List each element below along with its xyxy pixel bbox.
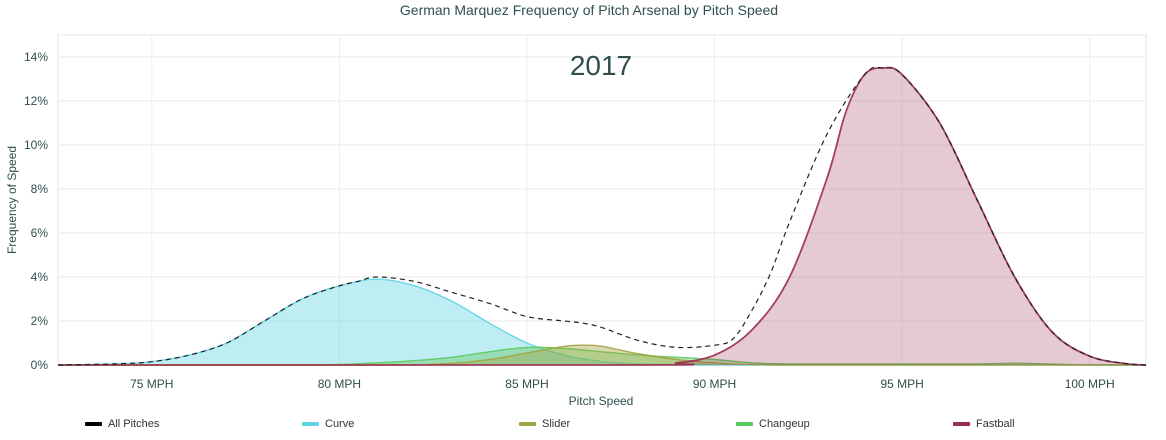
y-tick-label: 6% (31, 226, 49, 240)
legend-label: Changeup (759, 418, 810, 430)
area-curve (58, 279, 1146, 365)
chart-svg: 0% 2% 4% 6% 8% 10% 12% 14% 75 MPH 80 MPH 85 MPH 90 … (5, 2, 1147, 408)
legend-item-slider[interactable]: Slider (519, 418, 570, 430)
legend: All Pitches Curve Slider Changeup Fastball (0, 418, 1166, 438)
legend-label: All Pitches (108, 418, 160, 430)
x-tick-label: 75 MPH (130, 377, 173, 391)
x-tick-label: 85 MPH (505, 377, 548, 391)
x-tick-label: 80 MPH (318, 377, 361, 391)
legend-item-all-pitches[interactable]: All Pitches (85, 418, 159, 430)
legend-label: Curve (325, 418, 355, 430)
x-tick-label: 100 MPH (1065, 377, 1115, 391)
legend-item-curve[interactable]: Curve (302, 418, 354, 430)
year-annotation: 2017 (570, 50, 632, 81)
area-fastball (58, 67, 1146, 366)
x-tick-label: 90 MPH (693, 377, 736, 391)
legend-swatch (736, 422, 753, 426)
legend-swatch (85, 422, 102, 426)
legend-swatch (953, 422, 970, 426)
y-tick-label: 14% (24, 50, 48, 64)
area-changeup (58, 347, 1146, 365)
y-tick-label: 4% (31, 270, 49, 284)
chart-title: German Marquez Frequency of Pitch Arsena… (400, 2, 778, 18)
line-changeup (58, 346, 1146, 366)
legend-item-changeup[interactable]: Changeup (736, 418, 810, 430)
x-axis-label: Pitch Speed (569, 394, 634, 408)
y-tick-label: 8% (31, 182, 49, 196)
y-axis-label: Frequency of Speed (5, 146, 19, 254)
x-tick-label: 95 MPH (880, 377, 923, 391)
legend-item-fastball[interactable]: Fastball (953, 418, 1015, 430)
legend-label: Fastball (976, 418, 1015, 430)
legend-label: Slider (542, 418, 571, 430)
area-slider (58, 345, 1146, 365)
y-tick-label: 12% (24, 94, 48, 108)
legend-swatch (302, 422, 319, 426)
y-tick-label: 0% (31, 358, 49, 372)
y-tick-label: 10% (24, 138, 48, 152)
y-tick-label: 2% (31, 314, 49, 328)
legend-swatch (519, 422, 536, 426)
line-all-pitches (57, 66, 1147, 366)
